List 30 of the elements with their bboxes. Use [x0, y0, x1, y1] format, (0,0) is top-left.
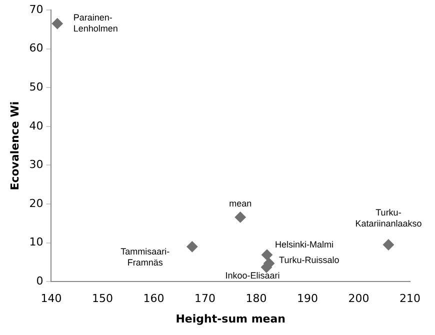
x-tick-label: 150 — [92, 292, 113, 306]
annotation: Helsinki-Malmi — [274, 239, 334, 250]
point — [382, 239, 394, 250]
annotation: Turku-Katariinanlaakso — [355, 208, 422, 229]
annotation: Tammisaari-Framnäs — [120, 246, 170, 268]
point — [186, 241, 198, 252]
y-tick-label: 30 — [29, 158, 44, 172]
x-tick-label: 200 — [348, 292, 370, 306]
annotation: Turku-Ruissalo — [279, 254, 340, 265]
point — [261, 249, 272, 260]
annotation: Parainen-Lenholmen — [73, 12, 118, 34]
x-tick-label: 190 — [296, 292, 318, 306]
y-tick-label: 0 — [36, 274, 44, 288]
x-tick-label: 140 — [40, 292, 62, 306]
y-tick-label: 20 — [29, 196, 44, 210]
annotation: Inkoo-Elisaari — [225, 270, 280, 281]
point — [52, 18, 63, 30]
x-tick-label: 170 — [194, 292, 216, 306]
y-tick-label: 10 — [29, 236, 44, 249]
x-axis-title: Height-sum mean — [176, 312, 286, 326]
y-tick-label: 50 — [29, 80, 44, 94]
y-axis-title: Ecovalence Wi — [8, 101, 22, 190]
y-tick-label: 60 — [29, 42, 44, 55]
x-tick-label: 210 — [400, 292, 420, 306]
x-tick-label: 180 — [246, 292, 267, 306]
y-tick-label: 70 — [29, 2, 44, 16]
x-tick-label: 160 — [143, 292, 164, 306]
y-tick-label: 40 — [29, 119, 44, 132]
point — [234, 212, 246, 223]
annotation: mean — [229, 198, 252, 209]
